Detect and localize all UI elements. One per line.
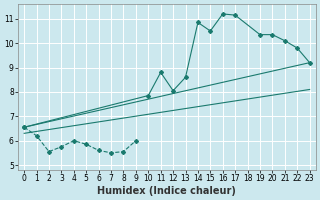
X-axis label: Humidex (Indice chaleur): Humidex (Indice chaleur): [98, 186, 236, 196]
